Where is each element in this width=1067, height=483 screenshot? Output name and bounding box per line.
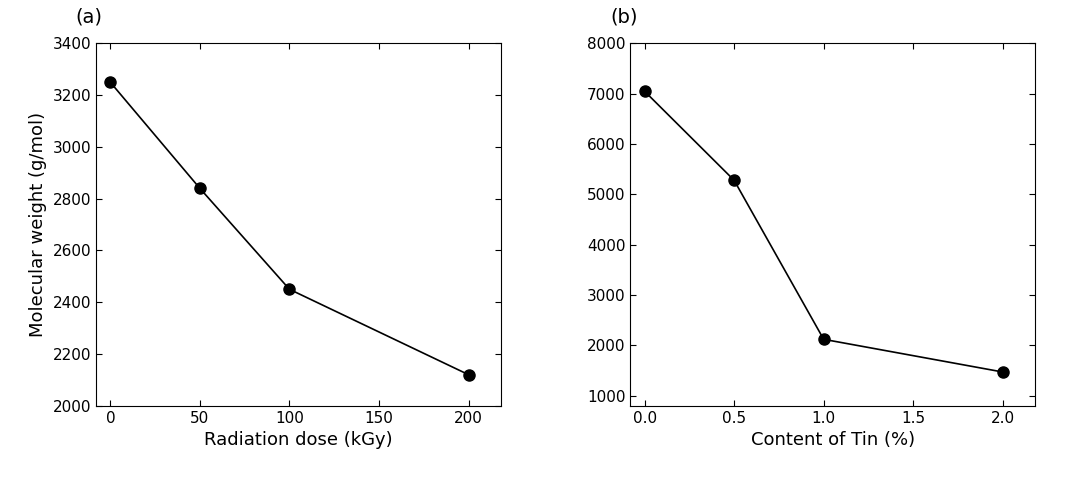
X-axis label: Content of Tin (%): Content of Tin (%) xyxy=(750,431,914,449)
Text: (b): (b) xyxy=(610,7,637,26)
X-axis label: Radiation dose (kGy): Radiation dose (kGy) xyxy=(204,431,393,449)
Text: (a): (a) xyxy=(76,7,102,26)
Y-axis label: Molecular weight (g/mol): Molecular weight (g/mol) xyxy=(29,112,47,337)
